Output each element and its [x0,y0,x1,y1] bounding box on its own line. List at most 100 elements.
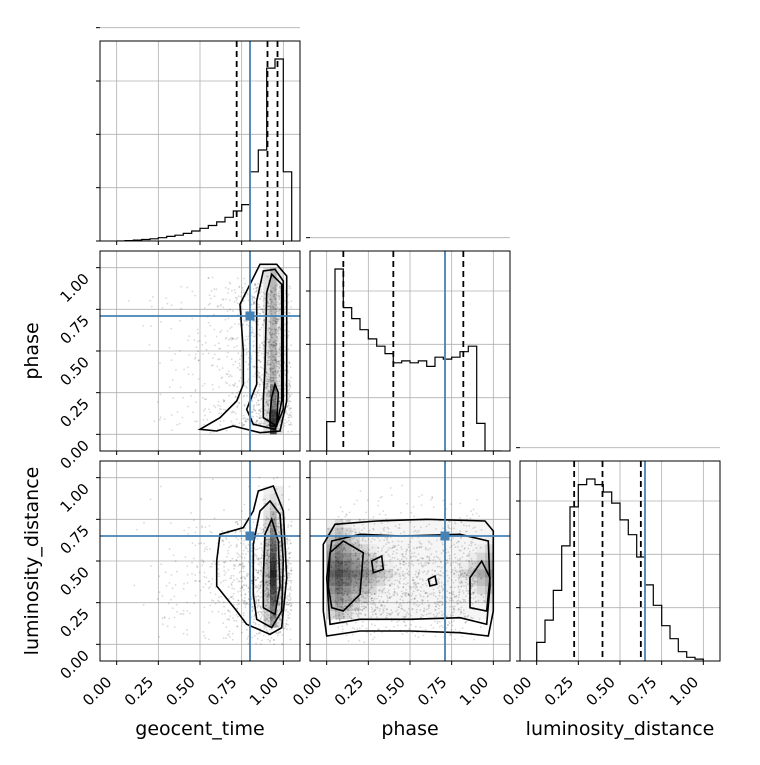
sample-point [277,360,280,363]
sample-point [203,575,206,578]
sample-point [445,562,448,565]
sample-point [387,589,390,592]
sample-point [343,546,345,549]
sample-point [376,580,379,582]
sample-point [224,318,227,321]
sample-point [218,368,221,371]
density-cell [451,569,460,578]
sample-point [277,310,280,312]
sample-point [466,515,468,517]
sample-point [203,550,206,553]
sample-point [451,598,453,600]
sample-point [237,599,240,602]
density-cell [410,569,419,578]
sample-point [418,546,421,548]
y-tick-label: 0.50 [56,353,92,389]
sample-point [267,380,270,383]
sample-point [480,577,483,580]
sample-point [236,366,239,369]
sample-point [374,606,377,609]
sample-point [355,612,358,615]
sample-point [345,513,348,515]
sample-point [190,395,192,397]
density-cell [276,392,284,401]
sample-point [268,298,271,301]
density-cell [485,536,494,545]
sample-point [283,575,286,578]
sample-point [438,585,441,587]
sample-point [288,382,291,385]
density-cell [360,561,369,570]
sample-point [281,531,284,533]
sample-point [357,540,360,543]
density-cell [376,594,385,603]
sample-point [339,618,341,620]
density-cell [376,527,385,536]
sample-point [363,605,365,608]
sample-point [334,600,336,602]
sample-point [288,404,290,407]
sample-point [474,552,477,555]
sample-point [236,552,239,555]
sample-point [438,591,441,594]
sample-point [374,624,376,627]
sample-point [287,572,289,575]
sample-point [218,412,221,415]
density-cell [476,527,485,536]
sample-point [252,405,255,407]
sample-point [399,560,401,563]
sample-point [349,605,352,608]
sample-point [360,544,363,547]
sample-point [339,597,342,599]
sample-point [448,554,451,557]
density-cell [351,586,360,595]
sample-point [245,323,248,326]
sample-point [362,549,365,552]
sample-point [273,403,276,406]
sample-point [273,521,276,524]
sample-point [233,563,236,566]
contour-middle [245,268,285,431]
sample-point [380,595,383,598]
sample-point [265,581,267,584]
sample-point [360,612,363,615]
sample-point [258,383,261,386]
sample-point [288,603,290,605]
sample-point [257,587,260,589]
sample-point [330,619,332,621]
sample-point [264,293,266,296]
sample-point [377,547,380,550]
sample-point [375,613,377,616]
sample-point [400,548,403,551]
density-cell [460,519,469,528]
sample-point [198,339,201,342]
density-cell [426,586,435,595]
sample-point [377,546,379,549]
sample-point [342,607,345,609]
sample-point [378,539,381,542]
sample-point [433,601,436,604]
sample-point [279,540,281,543]
density-cell [335,552,344,561]
sample-point [268,343,270,345]
sample-point [228,299,231,302]
sample-point [438,574,441,577]
sample-point [429,547,431,550]
sample-point [270,350,273,353]
sample-point [280,613,283,615]
sample-point [243,381,246,384]
sample-point [269,363,272,366]
sample-point [436,600,439,603]
sample-point [274,322,276,325]
sample-point [418,495,420,498]
sample-point [384,576,386,578]
sample-point [225,336,228,339]
sample-point [275,611,278,614]
sample-point [266,587,268,590]
sample-point [243,394,246,397]
sample-point [437,587,439,589]
sample-point [214,406,217,409]
sample-point [408,600,411,603]
sample-point [414,635,417,637]
density-cell [263,342,270,351]
